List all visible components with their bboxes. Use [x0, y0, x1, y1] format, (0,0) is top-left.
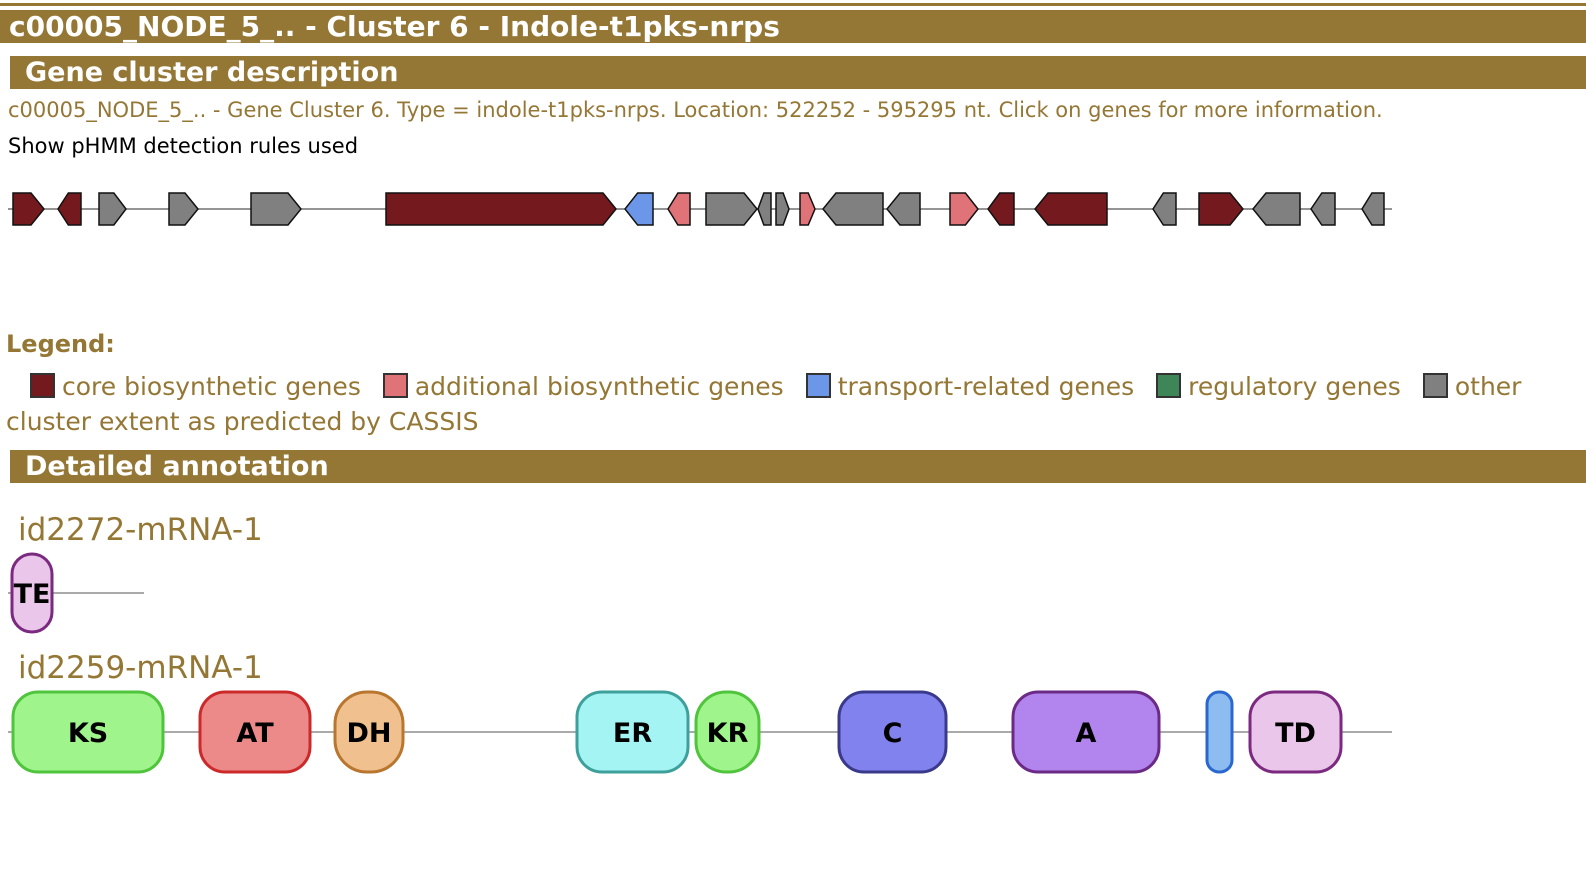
gene-arrow-6[interactable] — [385, 192, 617, 226]
gene-arrow-19[interactable] — [1198, 192, 1244, 226]
domain-kr-label: KR — [707, 718, 749, 749]
gene-label-id2259[interactable]: id2259-mRNA-1 — [18, 650, 263, 686]
gene-arrow-14[interactable] — [886, 192, 921, 226]
domain-a-label: A — [1076, 718, 1097, 749]
show-rules-link[interactable]: Show pHMM detection rules used — [8, 134, 359, 158]
domain-annotation-diagram: TE KS AT DH ER KR C A TD — [8, 552, 1392, 774]
domain-at[interactable] — [198, 690, 312, 774]
gene-arrow-12[interactable] — [799, 192, 816, 226]
gene-arrow-11[interactable] — [775, 192, 790, 226]
gene-arrow-18[interactable] — [1152, 192, 1177, 226]
gene-arrow-10[interactable] — [757, 192, 772, 226]
gene-arrow-17[interactable] — [1034, 192, 1108, 226]
gene-arrow-1[interactable] — [12, 192, 45, 226]
legend-item-core: core biosynthetic genes — [30, 372, 361, 401]
gene-arrow-8[interactable] — [667, 192, 691, 226]
domain-dh-label: DH — [346, 718, 391, 749]
legend-swatch-regulatory — [1156, 373, 1182, 398]
legend-title: Legend: — [6, 330, 115, 358]
cluster-description: c00005_NODE_5_.. - Gene Cluster 6. Type … — [8, 98, 1383, 122]
domain-te[interactable] — [10, 552, 54, 634]
domain-dh[interactable] — [333, 690, 405, 774]
gene-arrow-21[interactable] — [1310, 192, 1336, 226]
legend-label-transport: transport-related genes — [837, 372, 1135, 401]
domain-ks[interactable] — [11, 690, 165, 774]
domain-a[interactable] — [1011, 690, 1161, 774]
gene-arrow-13[interactable] — [822, 192, 884, 226]
domain-c[interactable] — [837, 690, 948, 774]
legend-swatch-additional — [382, 373, 408, 398]
gene-arrow-16[interactable] — [987, 192, 1015, 226]
gene-arrow-15[interactable] — [949, 192, 979, 226]
domain-ks-label: KS — [68, 718, 108, 749]
gene-arrow-20[interactable] — [1252, 192, 1301, 226]
gene-arrow-22[interactable] — [1361, 192, 1385, 226]
legend-item-regulatory: regulatory genes — [1156, 372, 1401, 401]
domain-td-label: TD — [1275, 718, 1316, 749]
domain-te-label: TE — [14, 579, 51, 610]
legend-swatch-core — [30, 373, 55, 398]
legend-item-additional: additional biosynthetic genes — [382, 372, 784, 401]
gene-label-id2272[interactable]: id2272-mRNA-1 — [18, 512, 263, 548]
legend-swatch-other — [1422, 373, 1448, 398]
legend: core biosynthetic genes additional biosyn… — [30, 372, 1543, 401]
cluster-extent-note: cluster extent as predicted by CASSIS — [6, 407, 479, 436]
section-header-description: Gene cluster description — [10, 56, 1586, 89]
legend-item-other: other — [1422, 372, 1522, 401]
domain-kr[interactable] — [694, 690, 761, 774]
top-rule — [0, 3, 1586, 6]
gene-arrow-4[interactable] — [168, 192, 199, 226]
legend-swatch-transport — [805, 373, 831, 398]
domain-c-label: C — [883, 718, 903, 749]
cluster-gene-map — [8, 192, 1392, 226]
legend-label-other: other — [1454, 372, 1522, 401]
legend-item-transport: transport-related genes — [805, 372, 1135, 401]
domain-er[interactable] — [575, 690, 690, 774]
legend-label-regulatory: regulatory genes — [1188, 372, 1401, 401]
legend-label-additional: additional biosynthetic genes — [414, 372, 784, 401]
gene-arrow-9[interactable] — [705, 192, 758, 226]
domain-er-label: ER — [613, 718, 652, 749]
section-header-annotation: Detailed annotation — [10, 450, 1586, 483]
domain-at-label: AT — [236, 718, 274, 749]
domain-unlabeled[interactable] — [1205, 690, 1234, 774]
gene-arrow-3[interactable] — [98, 192, 127, 226]
legend-label-core: core biosynthetic genes — [62, 372, 361, 401]
gene-arrow-2[interactable] — [57, 192, 82, 226]
gene-arrow-5[interactable] — [250, 192, 302, 226]
domain-td[interactable] — [1248, 690, 1343, 774]
gene-arrow-7[interactable] — [624, 192, 654, 226]
page-title: c00005_NODE_5_.. - Cluster 6 - Indole-t1… — [0, 10, 1586, 43]
